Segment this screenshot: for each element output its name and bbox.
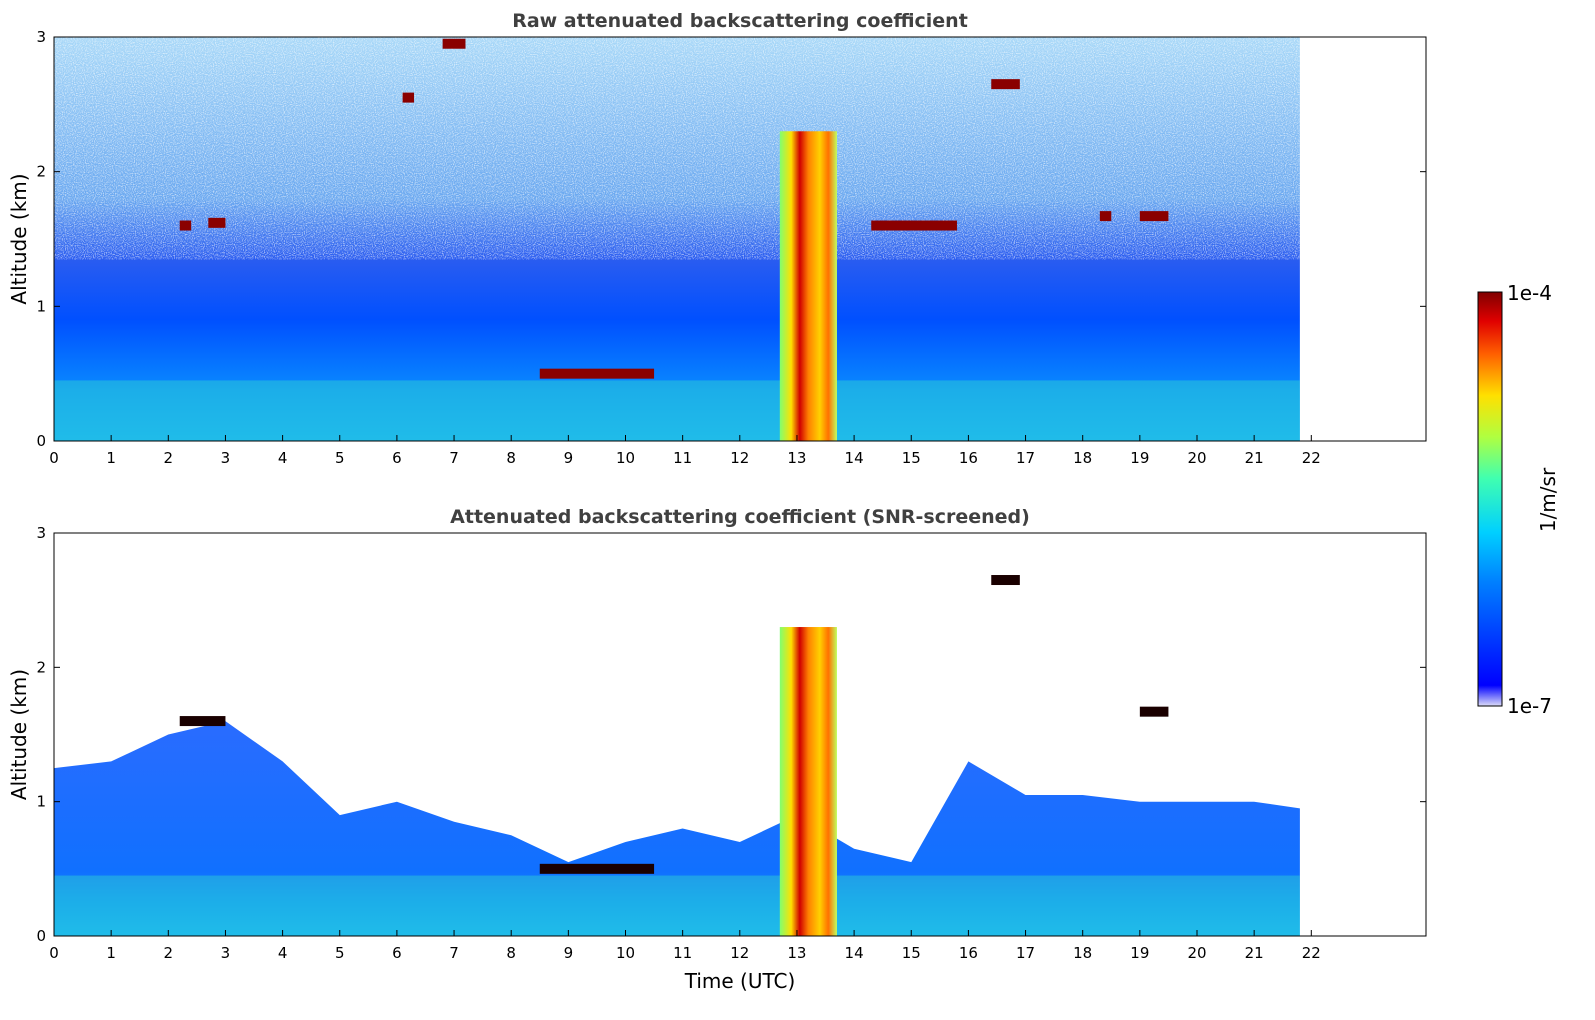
colorbar-min-label: 1e-7 [1507,694,1552,718]
raw-heatmap-field [54,37,1300,441]
raw-noise-speckle [54,37,1300,260]
colorbar-max-label: 1e-4 [1507,281,1552,305]
raw-backscatter-panel: 0 1 2 3 4 5 6 7 8 9 10 11 12 13 14 15 16 17 18 19 20 21 220123… [7,10,1427,467]
screened-feature-cloud-2 [539,863,655,874]
raw-x-tick-label: 20 [1187,449,1206,467]
screened-x-tick-label: 1 [106,944,116,962]
screened-x-tick-label: 6 [392,944,402,962]
screened-x-tick-label: 7 [449,944,459,962]
raw-y-tick-label: 0 [36,432,46,450]
screened-signal-region [54,721,1300,936]
raw-x-tick-label: 2 [164,449,174,467]
screened-x-tick-label: 14 [845,944,864,962]
screened-y-tick-label: 1 [36,793,46,811]
screened-feature-boundary_layer-0 [54,875,1300,936]
screened-x-tick-label: 16 [959,944,978,962]
raw-feature-cloud-1 [179,220,192,231]
raw-x-tick-label: 15 [902,449,921,467]
screened-heatmap-field [54,575,1300,936]
raw-x-tick-label: 10 [616,449,635,467]
raw-chart-title: Raw attenuated backscattering coefficien… [512,10,968,32]
screened-x-tick-label: 22 [1302,944,1321,962]
raw-x-tick-label: 14 [845,449,864,467]
screened-x-axis-label: Time (UTC) [684,969,796,993]
screened-x-tick-label: 20 [1187,944,1206,962]
screened-backscatter-panel: 0 1 2 3 4 5 6 7 8 9 10 11 12 13 14 15 16 17 18 19 20 21 220123… [7,506,1427,993]
raw-feature-precipitation-6 [779,131,837,441]
screened-chart-title: Attenuated backscattering coefficient (S… [450,506,1030,528]
screened-feature-cloud-1 [179,716,226,727]
colorbar-unit-label: 1/m/sr [1536,467,1560,532]
screened-x-tick-label: 21 [1245,944,1264,962]
raw-x-tick-label: 12 [730,449,749,467]
raw-y-tick-label: 3 [36,28,46,46]
raw-y-tick-label: 2 [36,163,46,181]
screened-feature-cloud-4 [991,575,1020,586]
raw-x-tick-label: 11 [673,449,692,467]
screened-x-tick-label: 10 [616,944,635,962]
raw-x-tick-label: 18 [1073,449,1092,467]
screened-x-tick-label: 9 [564,944,574,962]
screened-x-tick-label: 13 [787,944,806,962]
screened-x-tick-label: 11 [673,944,692,962]
raw-x-tick-label: 5 [335,449,345,467]
screened-y-tick-label: 0 [36,927,46,945]
raw-x-tick-label: 7 [449,449,459,467]
raw-y-axis-label: Altitude (km) [7,173,31,304]
screened-x-tick-label: 3 [221,944,231,962]
screened-x-tick-label: 0 [49,944,59,962]
raw-feature-cloud-10 [1139,211,1169,222]
raw-feature-cloud-7 [871,220,957,231]
raw-feature-cloud-4 [442,38,466,49]
raw-x-tick-label: 17 [1016,449,1035,467]
colorbar: 1e-4 1e-7 1/m/sr [1477,281,1560,718]
raw-x-tick-label: 4 [278,449,288,467]
screened-y-tick-label: 2 [36,658,46,676]
colorbar-gradient [1477,291,1503,707]
screened-y-axis-label: Altitude (km) [7,669,31,800]
raw-x-tick-label: 8 [506,449,516,467]
screened-x-tick-label: 18 [1073,944,1092,962]
raw-feature-cloud-3 [402,92,415,103]
raw-x-tick-label: 3 [221,449,231,467]
screened-x-tick-label: 8 [506,944,516,962]
screened-x-tick-label: 5 [335,944,345,962]
raw-y-tick-label: 1 [36,297,46,315]
raw-feature-cloud-2 [208,217,226,228]
raw-feature-boundary_layer-0 [54,380,1300,441]
raw-x-tick-label: 19 [1130,449,1149,467]
screened-x-tick-label: 15 [902,944,921,962]
raw-x-tick-label: 1 [106,449,116,467]
raw-x-tick-label: 22 [1302,449,1321,467]
raw-feature-cloud-5 [539,368,655,379]
raw-x-tick-label: 9 [564,449,574,467]
raw-x-tick-label: 6 [392,449,402,467]
screened-x-tick-label: 19 [1130,944,1149,962]
raw-x-tick-label: 13 [787,449,806,467]
screened-x-tick-label: 2 [164,944,174,962]
raw-feature-cloud-8 [991,79,1020,90]
screened-x-tick-label: 12 [730,944,749,962]
raw-feature-cloud-9 [1099,211,1112,222]
screened-feature-precipitation-3 [779,627,837,936]
screened-x-tick-label: 4 [278,944,288,962]
raw-x-tick-label: 0 [49,449,59,467]
screened-y-tick-label: 3 [36,524,46,542]
screened-feature-cloud-5 [1139,706,1169,717]
raw-x-tick-label: 21 [1245,449,1264,467]
raw-x-tick-label: 16 [959,449,978,467]
screened-x-tick-label: 17 [1016,944,1035,962]
